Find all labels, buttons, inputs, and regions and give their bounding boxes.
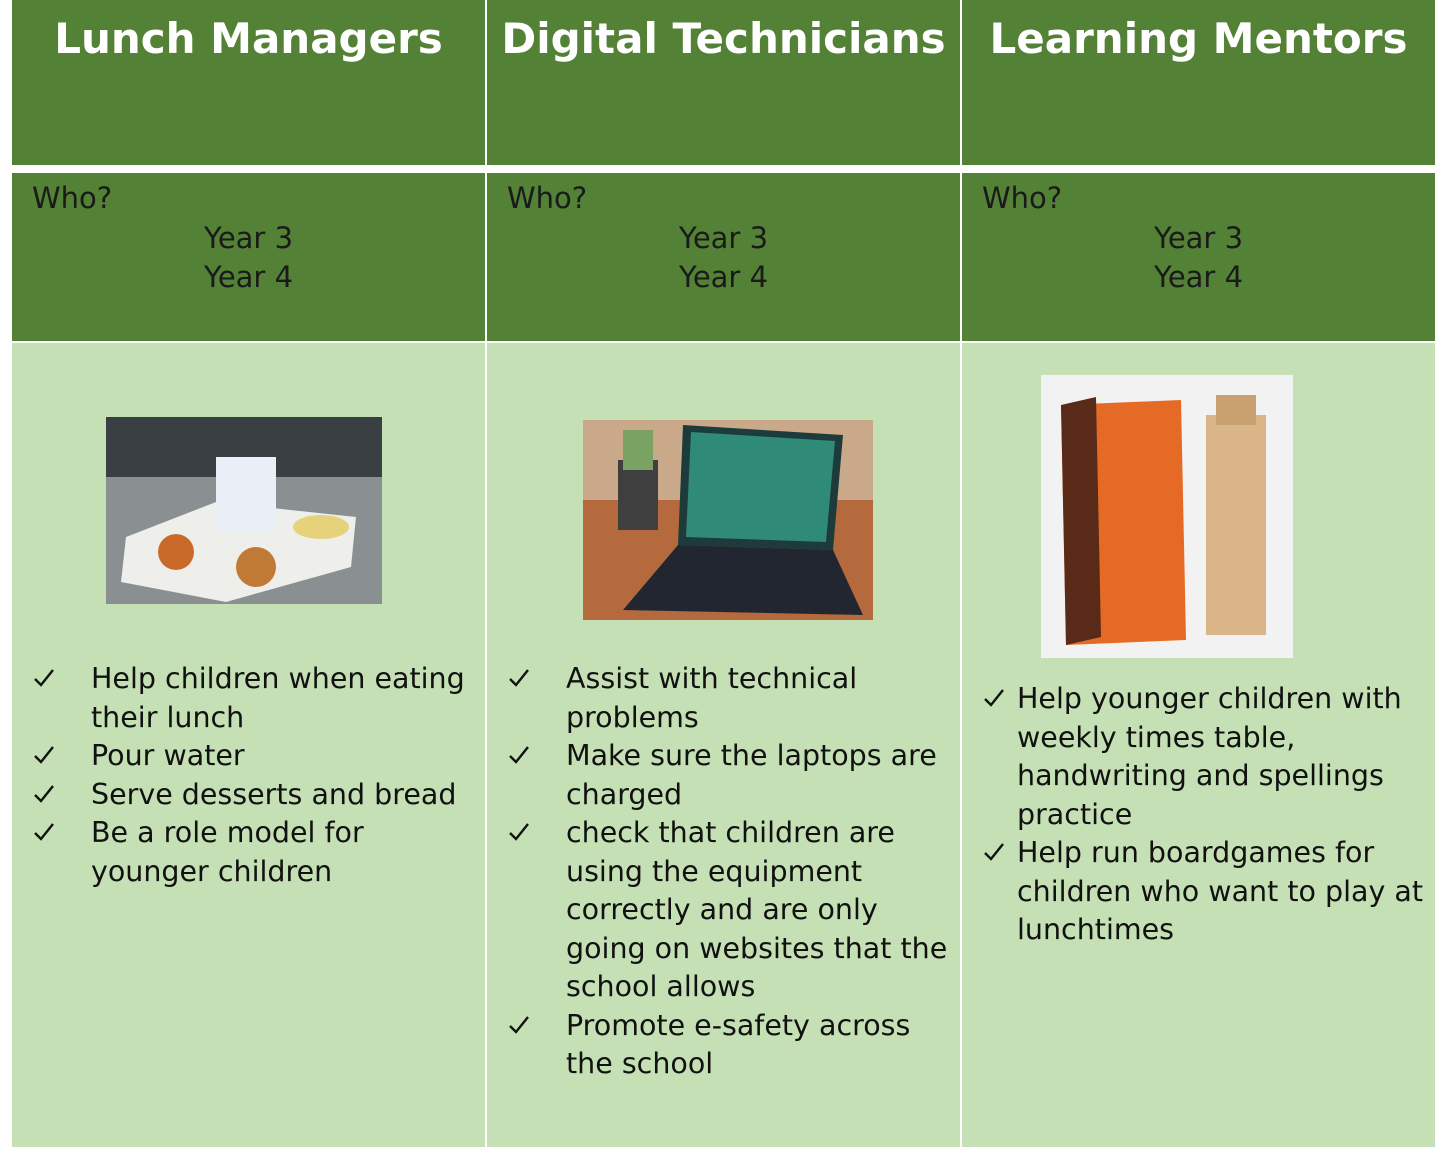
year: Year 3: [203, 221, 294, 255]
column-title: Lunch Managers: [54, 14, 443, 63]
year: Year 3: [678, 221, 769, 255]
who-label: Who?: [507, 181, 588, 215]
task: Promote e-safety across the school: [566, 1007, 956, 1084]
task: Pour water: [91, 737, 471, 776]
year: Year 4: [203, 260, 294, 294]
check-icon: [982, 686, 1006, 710]
check-icon: [507, 743, 531, 767]
years: Year 3 Year 4: [12, 219, 485, 297]
task-text: Assist with technical problems: [566, 662, 858, 734]
check-icon: [507, 1013, 531, 1037]
check-icon: [507, 820, 531, 844]
task: Help run boardgames for children who wan…: [1017, 834, 1435, 950]
task-text: Make sure the laptops are charged: [566, 739, 937, 811]
years: Year 3 Year 4: [487, 219, 960, 297]
task: Serve desserts and bread: [91, 776, 471, 815]
task: Assist with technical problems: [566, 660, 956, 737]
task: check that children are using the equipm…: [566, 814, 956, 1007]
who-label: Who?: [32, 181, 113, 215]
task-text: check that children are using the equipm…: [566, 816, 948, 1003]
task-text: Promote e-safety across the school: [566, 1008, 911, 1081]
lunch-image: [106, 417, 382, 604]
check-icon: [32, 743, 56, 767]
lunch-drawing: [106, 417, 382, 604]
jenga-drawing: [1041, 375, 1293, 658]
year: Year 4: [1153, 260, 1244, 294]
task-text: Serve desserts and bread: [91, 777, 457, 811]
task: Help younger children with weekly times …: [1017, 680, 1435, 834]
task: Help children when eating their lunch: [91, 660, 471, 737]
task: Be a role model for younger children: [91, 814, 471, 891]
column-title: Digital Technicians: [501, 14, 946, 63]
jenga-image: [1041, 375, 1293, 658]
task-list: Help children when eating their lunch Pou…: [91, 660, 471, 891]
check-icon: [32, 666, 56, 690]
laptop-drawing: [583, 420, 873, 620]
check-icon: [507, 666, 531, 690]
task-text: Be a role model for younger children: [91, 816, 364, 888]
task: Make sure the laptops are charged: [566, 737, 956, 814]
years: Year 3 Year 4: [962, 219, 1435, 297]
column-title: Learning Mentors: [989, 14, 1408, 63]
check-icon: [32, 782, 56, 806]
task-list: Assist with technical problems Make sure …: [566, 660, 956, 1084]
check-icon: [32, 820, 56, 844]
who-label: Who?: [982, 181, 1063, 215]
who-cell: Who? Year 3 Year 4: [487, 173, 960, 341]
check-icon: [982, 840, 1006, 864]
who-cell: Who? Year 3 Year 4: [962, 173, 1435, 341]
task-text: Help younger children with weekly times …: [1017, 682, 1402, 831]
task-text: Pour water: [91, 739, 245, 772]
year: Year 4: [678, 260, 769, 294]
column-header: Learning Mentors: [962, 0, 1435, 165]
year: Year 3: [1153, 221, 1244, 255]
column-header: Digital Technicians: [487, 0, 960, 165]
task-text: Help run boardgames for children who wan…: [1017, 836, 1424, 946]
laptop-image: [583, 420, 873, 620]
task-list: Help younger children with weekly times …: [1017, 680, 1435, 950]
who-cell: Who? Year 3 Year 4: [12, 173, 485, 341]
column-header: Lunch Managers: [12, 0, 485, 165]
task-text: Help children when eating their lunch: [91, 662, 465, 734]
